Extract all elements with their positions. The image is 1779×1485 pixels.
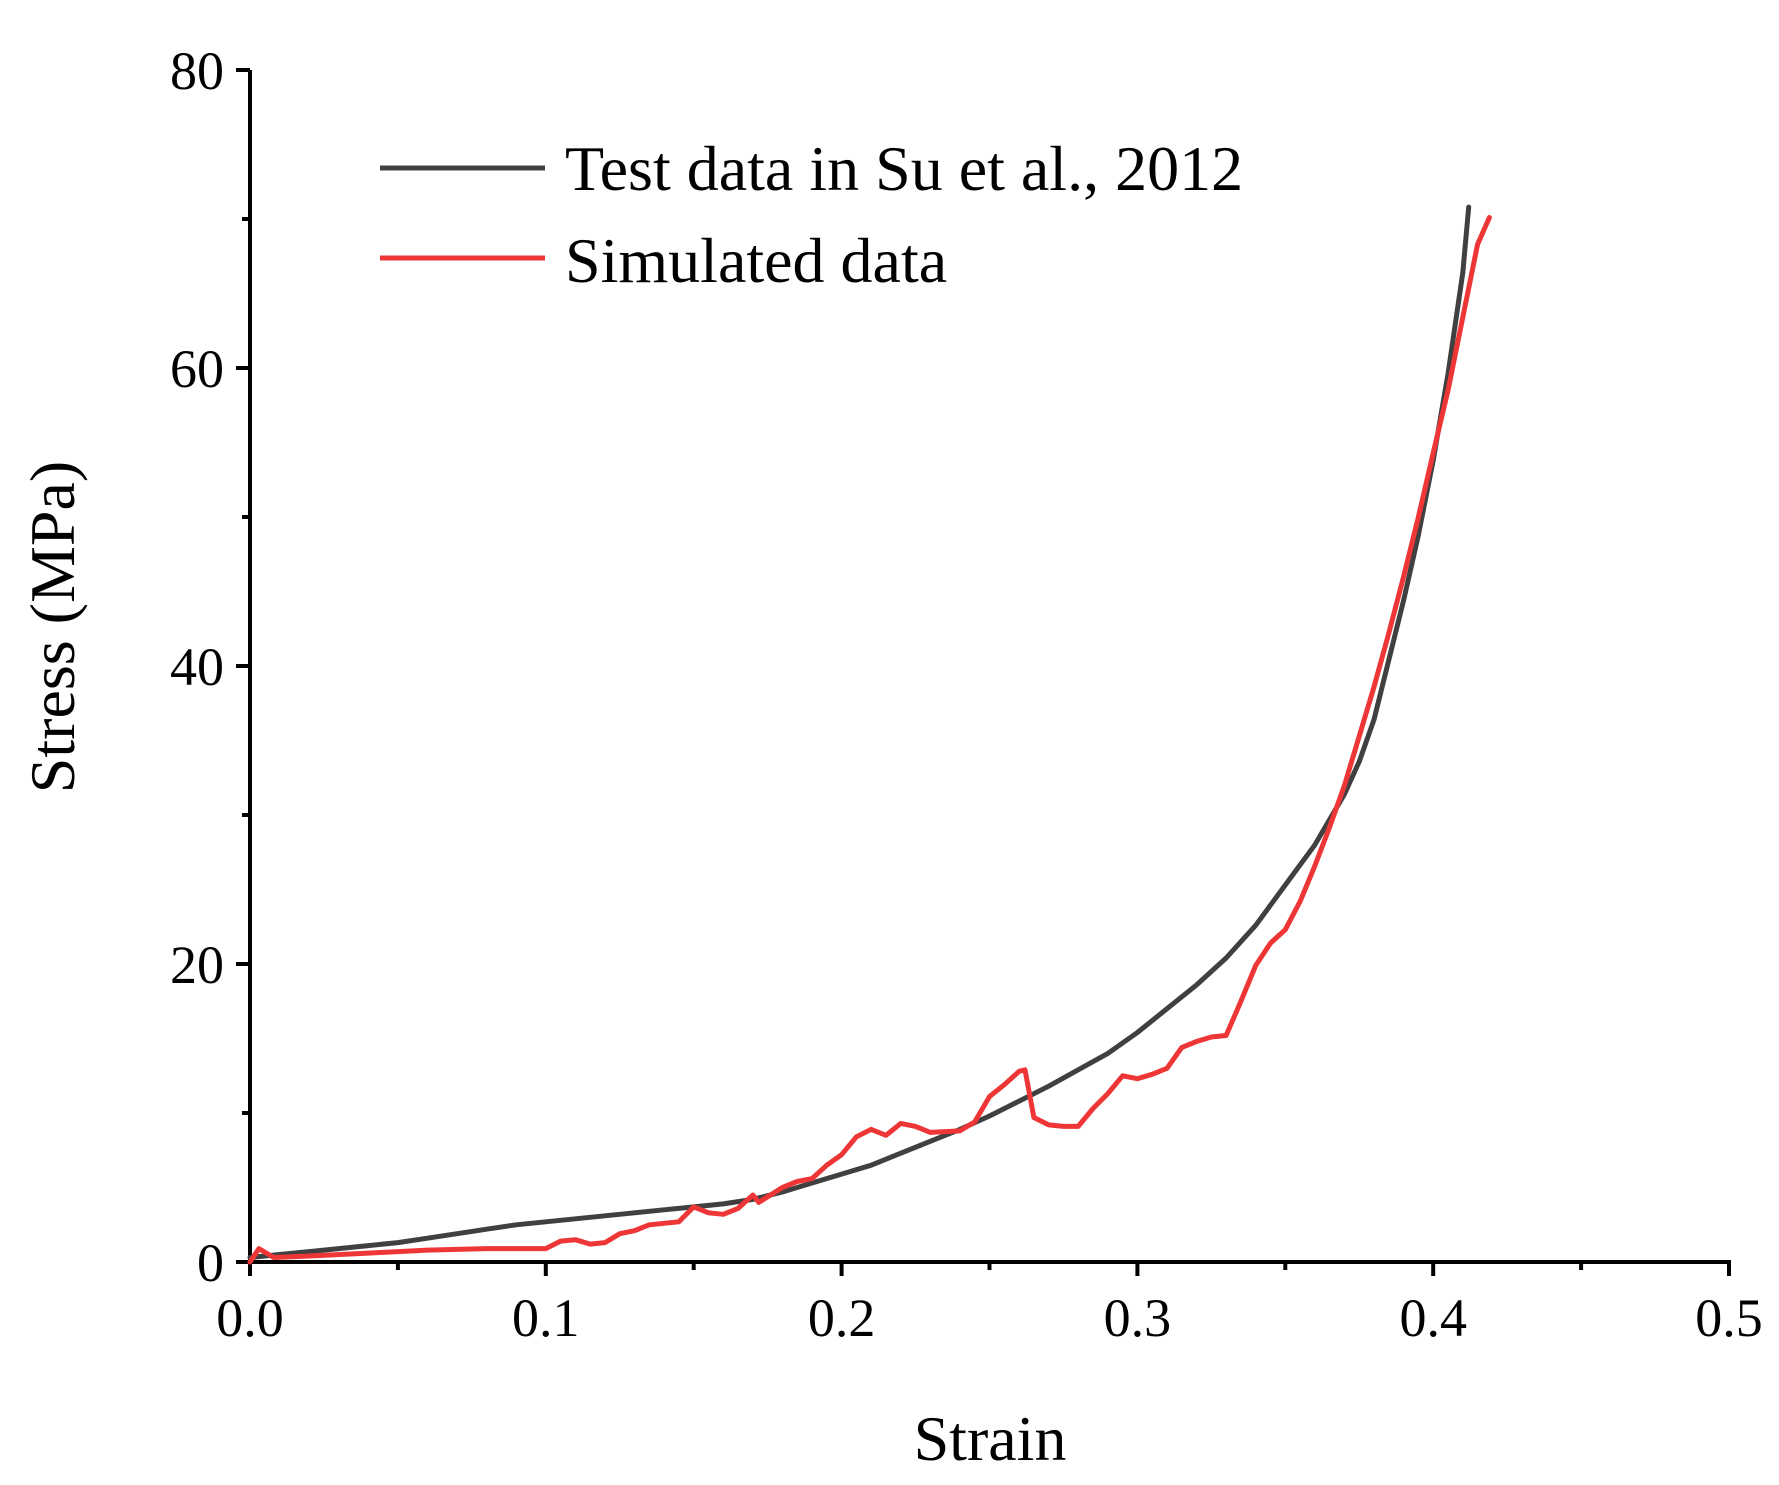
x-tick-label: 0.0: [216, 1288, 284, 1348]
legend: Test data in Su et al., 2012 Simulated d…: [380, 133, 1243, 296]
y-axis-title: Stress (MPa): [17, 461, 88, 793]
series-line-test-data: [247, 204, 1472, 1260]
x-axis-title: Strain: [914, 1403, 1067, 1474]
x-tick-label: 0.1: [512, 1288, 580, 1348]
legend-label-simulated: Simulated data: [565, 225, 947, 296]
series-line-simulated: [247, 215, 1492, 1265]
legend-label-test-data: Test data in Su et al., 2012: [565, 133, 1243, 204]
y-tick-label: 60: [170, 339, 224, 399]
y-tick-label: 20: [170, 935, 224, 995]
ticks: 0.0 0.1 0.2 0.3 0.4 0.5 0 20 40 60 80: [170, 41, 1763, 1348]
x-tick-label: 0.5: [1695, 1288, 1763, 1348]
x-tick-label: 0.3: [1104, 1288, 1172, 1348]
axes: [248, 70, 1731, 1264]
y-tick-label: 80: [170, 41, 224, 101]
y-tick-label: 0: [197, 1233, 224, 1293]
series: [247, 204, 1492, 1265]
y-tick-label: 40: [170, 637, 224, 697]
x-tick-label: 0.2: [808, 1288, 876, 1348]
x-tick-label: 0.4: [1399, 1288, 1467, 1348]
